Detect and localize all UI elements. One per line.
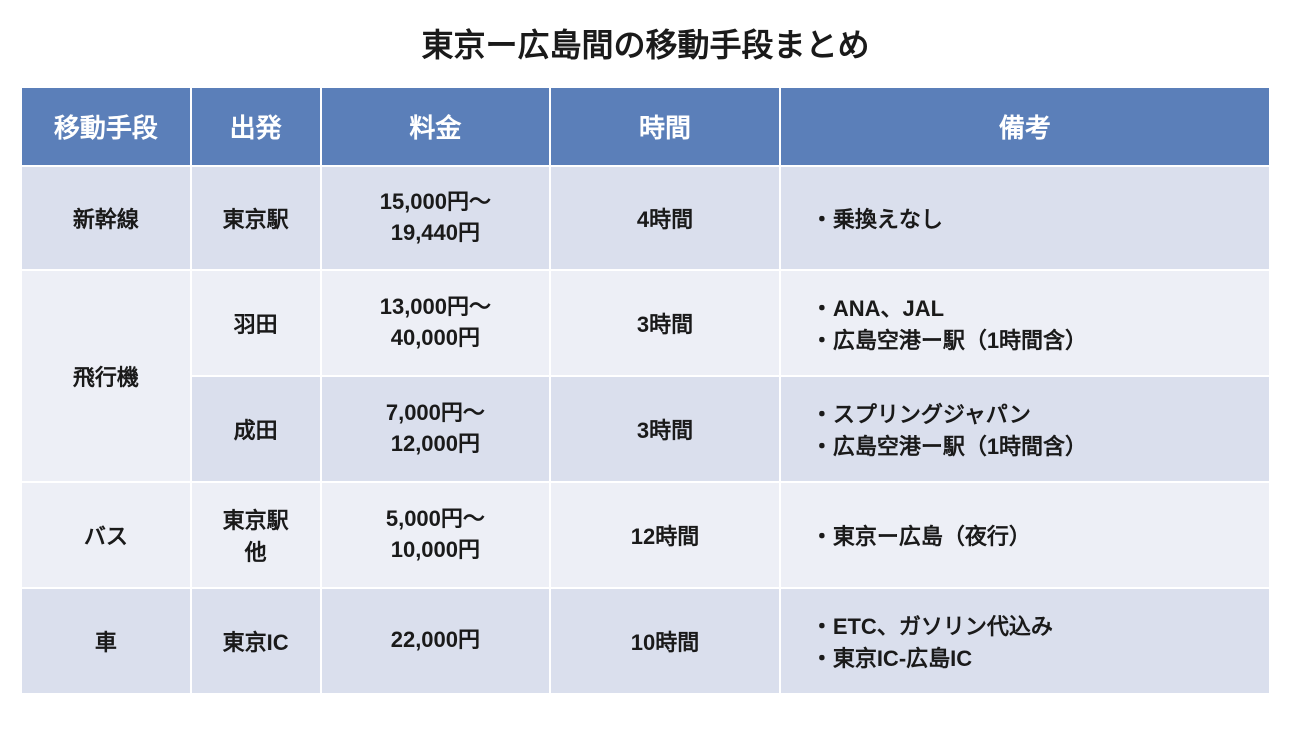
cell-depart: 東京駅他 <box>191 482 321 588</box>
cell-depart: 東京IC <box>191 588 321 694</box>
header-notes: 備考 <box>780 87 1270 166</box>
page-title: 東京ー広島間の移動手段まとめ <box>20 20 1271 66</box>
cell-time: 10時間 <box>550 588 780 694</box>
header-row: 移動手段 出発 料金 時間 備考 <box>21 87 1270 166</box>
comparison-table: 移動手段 出発 料金 時間 備考 新幹線 東京駅 15,000円〜19,440円… <box>20 86 1271 695</box>
cell-method: 車 <box>21 588 191 694</box>
cell-depart: 成田 <box>191 376 321 482</box>
header-price: 料金 <box>321 87 551 166</box>
table-row: 成田 7,000円〜12,000円 3時間 ・スプリングジャパン・広島空港ー駅（… <box>21 376 1270 482</box>
cell-price: 13,000円〜40,000円 <box>321 270 551 376</box>
table-body: 新幹線 東京駅 15,000円〜19,440円 4時間 ・乗換えなし 飛行機 羽… <box>21 166 1270 694</box>
cell-notes: ・ANA、JAL・広島空港ー駅（1時間含） <box>780 270 1270 376</box>
table-row: バス 東京駅他 5,000円〜10,000円 12時間 ・東京ー広島（夜行） <box>21 482 1270 588</box>
cell-time: 3時間 <box>550 376 780 482</box>
cell-price: 5,000円〜10,000円 <box>321 482 551 588</box>
header-depart: 出発 <box>191 87 321 166</box>
table-row: 新幹線 東京駅 15,000円〜19,440円 4時間 ・乗換えなし <box>21 166 1270 270</box>
table-row: 車 東京IC 22,000円 10時間 ・ETC、ガソリン代込み・東京IC-広島… <box>21 588 1270 694</box>
cell-method: バス <box>21 482 191 588</box>
table-row: 飛行機 羽田 13,000円〜40,000円 3時間 ・ANA、JAL・広島空港… <box>21 270 1270 376</box>
cell-price: 7,000円〜12,000円 <box>321 376 551 482</box>
cell-time: 12時間 <box>550 482 780 588</box>
header-time: 時間 <box>550 87 780 166</box>
cell-notes: ・乗換えなし <box>780 166 1270 270</box>
cell-depart: 東京駅 <box>191 166 321 270</box>
cell-depart: 羽田 <box>191 270 321 376</box>
cell-time: 3時間 <box>550 270 780 376</box>
cell-method: 飛行機 <box>21 270 191 482</box>
cell-price: 22,000円 <box>321 588 551 694</box>
cell-price: 15,000円〜19,440円 <box>321 166 551 270</box>
cell-notes: ・ETC、ガソリン代込み・東京IC-広島IC <box>780 588 1270 694</box>
cell-method: 新幹線 <box>21 166 191 270</box>
cell-time: 4時間 <box>550 166 780 270</box>
cell-notes: ・東京ー広島（夜行） <box>780 482 1270 588</box>
comparison-table-container: 移動手段 出発 料金 時間 備考 新幹線 東京駅 15,000円〜19,440円… <box>20 86 1271 695</box>
header-method: 移動手段 <box>21 87 191 166</box>
cell-notes: ・スプリングジャパン・広島空港ー駅（1時間含） <box>780 376 1270 482</box>
